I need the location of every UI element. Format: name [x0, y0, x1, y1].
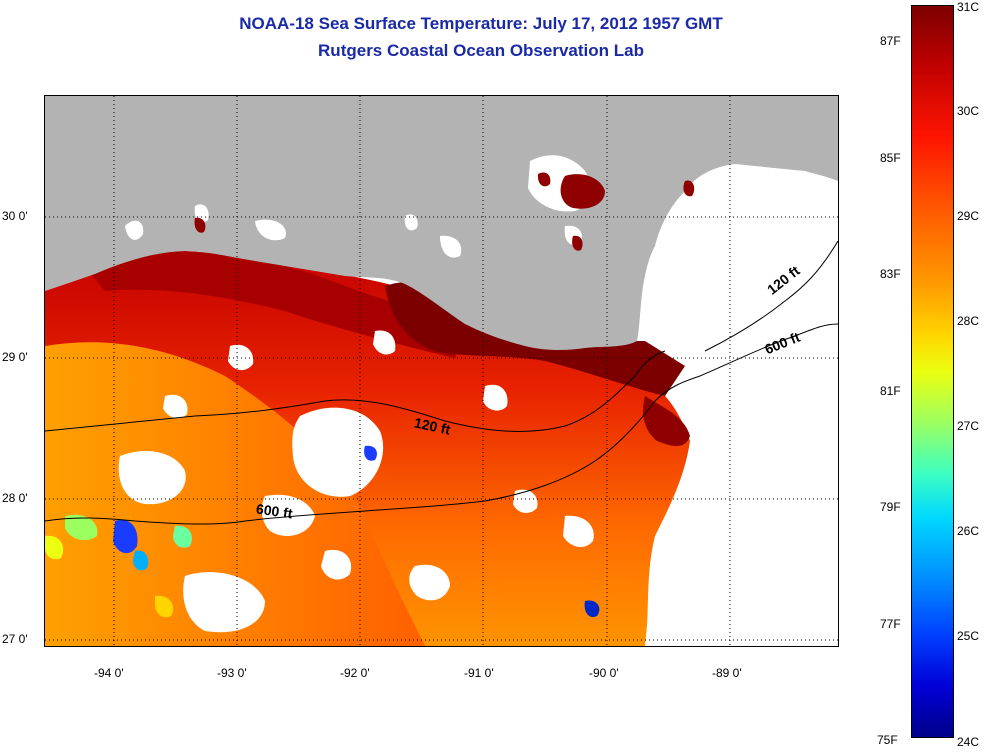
- lon-label-94: -94 0': [94, 666, 124, 680]
- sst-map-canvas: [45, 96, 838, 646]
- lon-label-92: -92 0': [340, 666, 370, 680]
- colorbar-label-75f: 75F: [877, 733, 898, 747]
- colorbar-label-31c: 31C: [957, 0, 980, 14]
- cool-patches: [45, 445, 600, 618]
- colorbar-label-83f: 83F: [880, 267, 901, 281]
- colorbar-label-87f: 87F: [880, 34, 901, 48]
- map-subtitle: Rutgers Coastal Ocean Observation Lab: [318, 41, 644, 60]
- colorbar-label-81f: 81F: [880, 384, 901, 398]
- colorbar-label-27c: 27C: [957, 419, 980, 433]
- depth-contour-120ft: [45, 350, 666, 432]
- lat-label-28: 28 0': [2, 491, 28, 505]
- inland-warm-water: [194, 172, 695, 251]
- colorbar-label-77f: 77F: [880, 617, 901, 631]
- colorbar-label-25c: 25C: [957, 629, 980, 643]
- colorbar-label-30c: 30C: [957, 104, 980, 118]
- lat-label-30: 30 0': [2, 209, 28, 223]
- lon-label-89: -89 0': [712, 666, 742, 680]
- lon-label-91: -91 0': [464, 666, 494, 680]
- lat-label-27: 27 0': [2, 632, 28, 646]
- map-title: NOAA-18 Sea Surface Temperature: July 17…: [239, 14, 723, 33]
- depth-contour-600ft: [45, 375, 701, 525]
- lon-label-93: -93 0': [217, 666, 247, 680]
- land-mass: [45, 96, 838, 351]
- cloud-cover: [118, 330, 838, 646]
- lat-label-29: 29 0': [2, 350, 28, 364]
- colorbar-label-24c: 24C: [957, 735, 980, 749]
- depth-contour-120ft-east: [704, 240, 838, 352]
- colorbar-label-79f: 79F: [880, 500, 901, 514]
- colorbar-label-29c: 29C: [957, 209, 980, 223]
- graticule: [45, 96, 838, 646]
- colorbar-label-85f: 85F: [880, 151, 901, 165]
- colorbar-label-26c: 26C: [957, 524, 980, 538]
- colorbar-label-28c: 28C: [957, 314, 980, 328]
- inland-water: [125, 155, 838, 396]
- sst-map: [44, 95, 839, 647]
- lon-label-90: -90 0': [589, 666, 619, 680]
- temperature-colorbar: [911, 5, 954, 738]
- coastal-hot-band: [85, 251, 465, 358]
- depth-contour-600ft-east: [699, 323, 838, 377]
- eastern-warm-patch: [643, 396, 690, 446]
